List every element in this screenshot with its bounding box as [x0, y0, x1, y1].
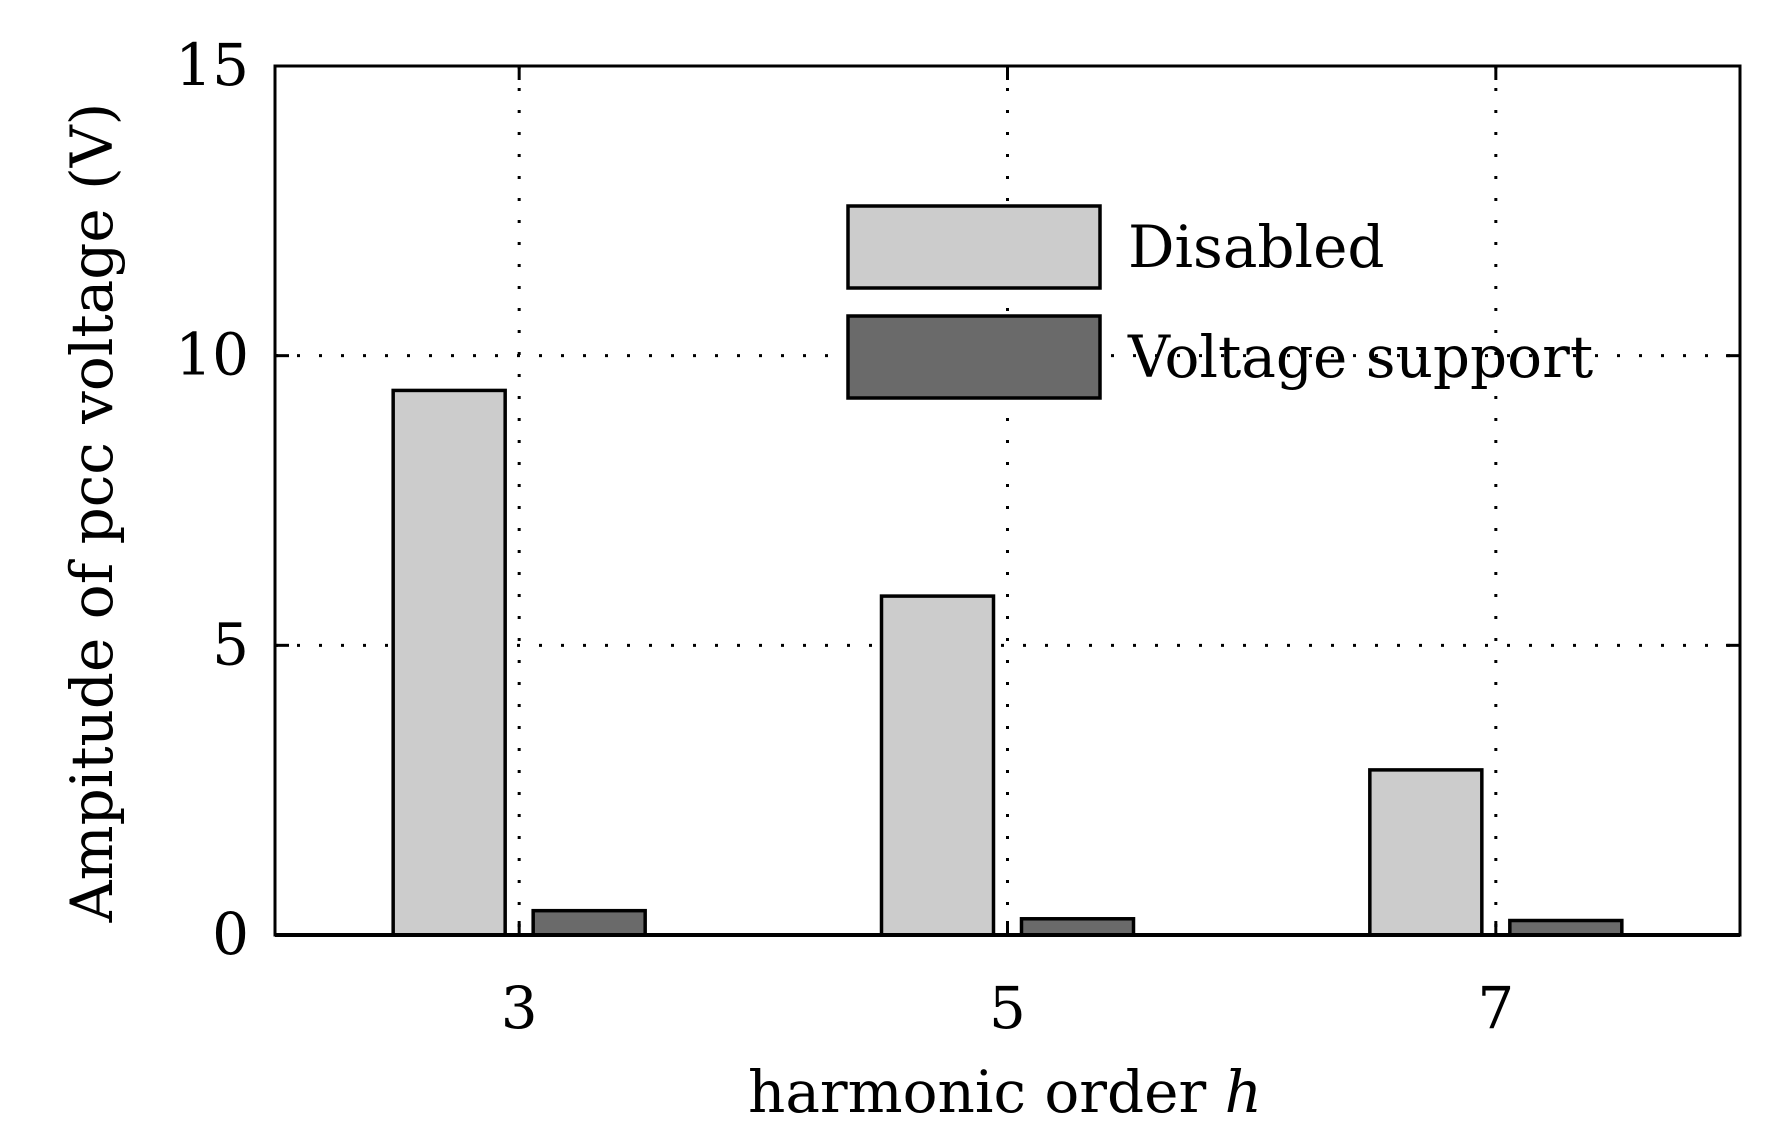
legend-label: Voltage support [1127, 323, 1593, 391]
y-tick-labels: 0 5 10 15 [175, 31, 249, 968]
legend-swatch [846, 204, 1102, 290]
bar-voltage-support [531, 908, 647, 937]
y-tick-label: 0 [212, 900, 249, 968]
axis-ticks [275, 64, 1740, 937]
x-tick-label: 7 [1477, 974, 1514, 1042]
bars [391, 388, 1624, 937]
legend: Disabled Voltage support [846, 204, 1593, 400]
bar-disabled [1368, 768, 1484, 937]
bar-voltage-support [1019, 917, 1136, 937]
bar-disabled [879, 594, 996, 937]
x-axis-title: harmonic order h [748, 1058, 1262, 1126]
y-tick-label: 10 [175, 321, 249, 389]
legend-label: Disabled [1128, 213, 1385, 281]
y-tick-label: 15 [175, 31, 249, 99]
x-tick-labels: 3 5 7 [501, 974, 1515, 1042]
y-axis-title: Ampitude of pcc voltage (V) [58, 103, 126, 924]
x-axis-variable: h [1225, 1058, 1262, 1126]
bar-disabled [391, 388, 507, 937]
x-tick-label: 5 [989, 974, 1026, 1042]
x-tick-label: 3 [501, 974, 538, 1042]
grid-lines [275, 66, 1740, 935]
bar-voltage-support [1508, 918, 1624, 937]
x-axis-title-text: harmonic order [748, 1058, 1206, 1126]
y-tick-label: 5 [212, 610, 249, 678]
legend-swatch [846, 314, 1102, 400]
